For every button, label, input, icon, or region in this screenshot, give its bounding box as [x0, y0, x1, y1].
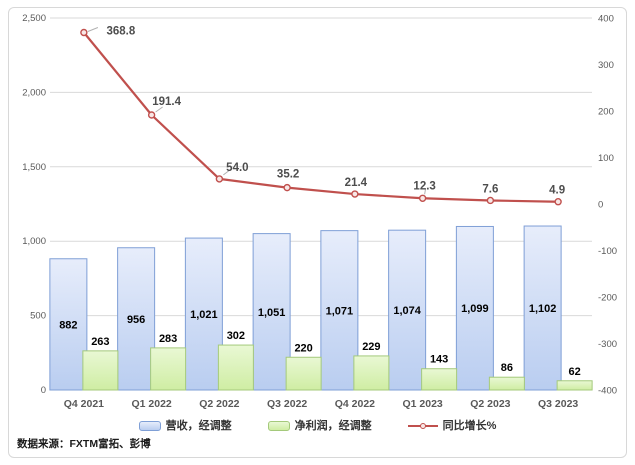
line-value-label: 368.8 [106, 26, 135, 38]
bar-value-label-revenue: 1,071 [326, 305, 354, 317]
line-value-label: 4.9 [549, 185, 565, 197]
line-marker-Q2-2023 [486, 196, 495, 205]
line-marker-Q4-2022 [351, 190, 359, 198]
bar-revenue-Q2-2022 [184, 237, 223, 391]
bar-value-label-revenue: 1,099 [461, 303, 489, 315]
bar-revenue-Q3-2023 [523, 225, 562, 391]
x-axis-label: Q4 2021 [64, 398, 104, 410]
label-leader-line [424, 188, 427, 195]
bar-net-profit-Q2-2022 [217, 344, 254, 391]
bar-net-profit-Q1-2022 [150, 347, 187, 391]
y-axis-tick-left: 2,000 [22, 87, 46, 98]
bar-value-label-revenue: 1,051 [258, 307, 286, 319]
line-marker-Q4-2021 [80, 28, 88, 37]
bar-revenue-Q3-2022 [252, 233, 291, 391]
legend-item-yoy-growth: 同比增长% [407, 419, 497, 433]
x-axis-label: Q1 2022 [131, 398, 171, 410]
bar-net-profit-Q1-2023 [421, 368, 458, 391]
bar-value-label-net-profit: 143 [430, 354, 448, 366]
chart-legend: 营收，经调整 净利润，经调整 同比增长% [0, 419, 635, 433]
line-marker-Q1-2022 [147, 111, 156, 119]
legend-item-net-profit: 净利润，经调整 [267, 419, 372, 433]
legend-label-revenue: 营收，经调整 [165, 420, 232, 432]
bar-value-label-net-profit: 229 [362, 341, 380, 353]
line-value-label: 12.3 [413, 180, 435, 192]
y-axis-tick-right: 100 [598, 153, 614, 164]
bar-value-label-revenue: 882 [59, 319, 77, 331]
y-axis-tick-left: 0 [41, 385, 46, 396]
bar-value-label-net-profit: 283 [159, 333, 177, 345]
bar-value-label-revenue: 1,074 [393, 305, 421, 317]
legend-item-revenue: 营收，经调整 [138, 419, 232, 433]
y-axis-tick-right: 300 [598, 60, 614, 71]
bar-value-label-net-profit: 263 [91, 336, 109, 348]
legend-label-yoy-growth: 同比增长% [442, 420, 497, 432]
y-axis-tick-left: 1,500 [22, 162, 46, 173]
y-axis-tick-right: 200 [598, 107, 614, 118]
label-leader-line [223, 168, 232, 176]
y-axis-tick-right: 0 [598, 200, 603, 211]
label-leader-line [87, 27, 99, 32]
line-marker-Q2-2022 [215, 175, 224, 183]
x-axis-label: Q4 2022 [335, 398, 375, 410]
combo-chart: 0 500 1,000 1,500 2,000 2,500 -400 -300 -200 -100… [22, 13, 617, 410]
line-marker-Q3-2023 [554, 198, 562, 206]
bar-net-profit-Q3-2023 [556, 380, 593, 391]
bar-value-label-net-profit: 302 [227, 330, 245, 342]
y-axis-tick-left: 500 [30, 311, 46, 322]
line-value-label: 21.4 [345, 177, 368, 189]
bar-revenue-Q1-2022 [117, 247, 156, 391]
bar-value-label-net-profit: 62 [569, 366, 581, 378]
bar-value-label-net-profit: 220 [294, 342, 312, 354]
legend-swatch-net-profit-bar-icon [267, 421, 290, 431]
legend-swatch-revenue-bar-icon [138, 421, 161, 431]
label-leader-line [155, 106, 163, 113]
line-value-label: 191.4 [152, 96, 181, 108]
bar-value-label-revenue: 1,021 [190, 309, 218, 321]
y-axis-tick-right: -300 [598, 339, 617, 350]
bar-revenue-Q4-2022 [320, 230, 359, 391]
x-axis-label: Q3 2023 [538, 398, 578, 410]
legend-swatch-yoy-line-icon [407, 421, 438, 431]
yoy-growth-line [83, 31, 559, 203]
y-axis-tick-left: 2,500 [22, 13, 46, 24]
bar-value-label-revenue: 1,102 [529, 303, 557, 315]
legend-line-marker [419, 423, 426, 429]
legend-label-net-profit: 净利润，经调整 [294, 420, 372, 432]
bar-revenue-Q4-2021 [49, 258, 88, 391]
y-axis-tick-right: -200 [598, 293, 617, 304]
x-axis-label: Q1 2023 [402, 398, 442, 410]
x-axis-label: Q2 2022 [199, 398, 239, 410]
line-value-label: 54.0 [226, 162, 248, 174]
y-axis-tick-right: -100 [598, 246, 617, 257]
line-marker-Q3-2022 [283, 183, 291, 192]
y-axis-tick-left: 1,000 [22, 236, 46, 247]
source-note: 数据来源：FXTM富拓、彭博 [17, 438, 151, 450]
y-axis-tick-right: 400 [598, 14, 614, 25]
bar-net-profit-Q4-2022 [353, 355, 390, 391]
line-value-label: 7.6 [482, 183, 498, 195]
bar-net-profit-Q3-2022 [285, 356, 322, 391]
line-marker-Q1-2023 [418, 194, 427, 202]
y-axis-tick-right: -400 [598, 386, 617, 397]
bar-value-label-net-profit: 86 [501, 362, 513, 374]
line-value-label: 35.2 [277, 169, 299, 181]
bar-value-label-revenue: 956 [127, 314, 145, 326]
bar-revenue-Q2-2023 [455, 225, 494, 391]
bar-net-profit-Q4-2021 [82, 350, 119, 391]
bar-revenue-Q1-2023 [388, 229, 427, 391]
x-axis-label: Q2 2023 [470, 398, 510, 410]
x-axis-label: Q3 2022 [267, 398, 307, 410]
bar-net-profit-Q2-2023 [488, 376, 525, 391]
